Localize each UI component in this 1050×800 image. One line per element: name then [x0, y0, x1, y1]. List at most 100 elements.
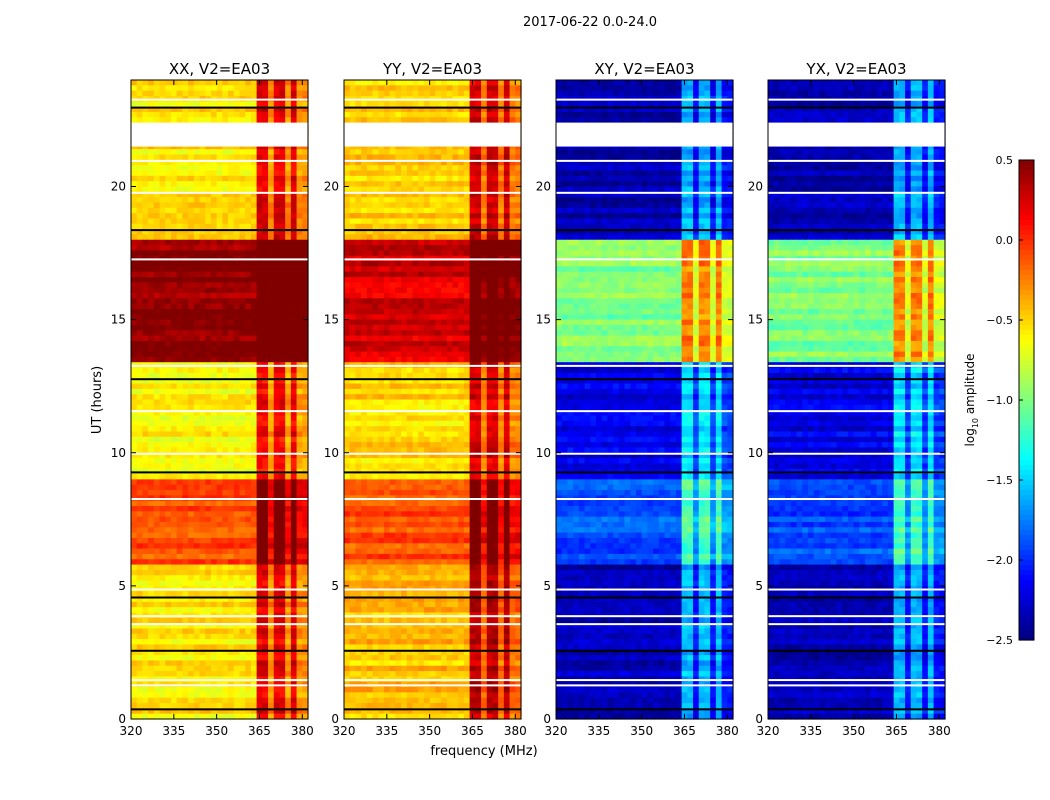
heatmap-cell — [406, 170, 414, 177]
heatmap-cell — [148, 303, 155, 310]
heatmap-cell — [153, 175, 161, 182]
heatmap-cell — [262, 335, 269, 342]
heatmap-cell — [136, 596, 144, 603]
heatmap-cell — [256, 591, 263, 598]
heatmap-cell — [148, 271, 155, 278]
heatmap-cell — [159, 447, 166, 454]
heatmap-cell — [136, 324, 144, 331]
heatmap-cell — [268, 426, 275, 433]
heatmap-cell — [239, 229, 246, 236]
heatmap-cell — [159, 703, 166, 709]
heatmap-cell — [182, 367, 189, 374]
heatmap-cell — [418, 266, 425, 273]
heatmap-cell — [296, 553, 303, 560]
heatmap-cell — [361, 234, 368, 241]
heatmap-cell — [463, 213, 471, 220]
heatmap-cell — [429, 149, 436, 156]
heatmap-cell — [233, 367, 241, 374]
heatmap-cell — [233, 431, 241, 438]
heatmap-cell — [199, 378, 206, 385]
heatmap-cell — [216, 340, 223, 347]
heatmap-cell — [142, 287, 149, 294]
figure-suptitle: 2017-06-22 0.0-24.0 — [523, 15, 657, 30]
heatmap-cell — [228, 335, 235, 342]
heatmap-cell — [176, 479, 183, 486]
heatmap-cell — [188, 186, 195, 193]
heatmap-cell — [210, 287, 218, 294]
heatmap-cell — [256, 532, 263, 539]
heatmap-cell — [463, 250, 471, 257]
heatmap-cell — [222, 303, 229, 310]
heatmap-cell — [131, 601, 138, 608]
heatmap-cell — [250, 431, 258, 438]
heatmap-cell — [349, 106, 357, 113]
heatmap-cell — [262, 474, 269, 480]
heatmap-cell — [153, 660, 161, 667]
heatmap-cell — [344, 117, 351, 124]
heatmap-cell — [233, 655, 241, 662]
heatmap-cell — [165, 266, 172, 273]
heatmap-cell — [199, 330, 206, 337]
heatmap-cell — [148, 458, 155, 464]
heatmap-cell — [182, 639, 189, 646]
heatmap-cell — [492, 282, 499, 289]
heatmap-cell — [423, 117, 431, 124]
heatmap-cell — [170, 287, 178, 294]
heatmap-cell — [205, 580, 212, 587]
heatmap-cell — [389, 170, 396, 177]
heatmap-cell — [290, 415, 298, 422]
heatmap-cell — [302, 202, 309, 209]
heatmap-cell — [486, 191, 494, 198]
heatmap-cell — [233, 553, 241, 560]
heatmap-cell — [222, 165, 229, 172]
heatmap-cell — [193, 671, 201, 677]
heatmap-cell — [182, 431, 189, 438]
heatmap-cell — [245, 191, 252, 198]
heatmap-cell — [216, 697, 223, 704]
heatmap-cell — [148, 575, 155, 582]
heatmap-cell — [273, 521, 281, 528]
heatmap-cell — [279, 692, 286, 699]
heatmap-cell — [366, 149, 374, 156]
heatmap-cell — [131, 490, 138, 496]
heatmap-cell — [210, 175, 218, 182]
heatmap-cell — [193, 277, 201, 283]
heatmap-cell — [182, 223, 189, 230]
heatmap-cell — [256, 287, 263, 294]
heatmap-cell — [366, 186, 374, 193]
heatmap-cell — [216, 388, 223, 395]
heatmap-cell — [262, 660, 269, 667]
heatmap-cell — [153, 340, 161, 347]
heatmap-cell — [165, 639, 172, 646]
heatmap-cell — [222, 277, 229, 283]
heatmap-cell — [378, 266, 385, 273]
heatmap-cell — [366, 80, 374, 86]
heatmap-cell — [383, 218, 391, 225]
heatmap-cell — [418, 143, 425, 150]
heatmap-cell — [273, 569, 281, 576]
heatmap-cell — [153, 617, 161, 624]
heatmap-cell — [148, 186, 155, 193]
heatmap-cell — [170, 420, 178, 427]
heatmap-cell — [159, 596, 166, 603]
heatmap-cell — [361, 207, 368, 214]
heatmap-cell — [262, 191, 269, 198]
heatmap-cell — [503, 229, 511, 236]
heatmap-cell — [142, 660, 149, 667]
heatmap-cell — [503, 223, 511, 230]
heatmap-cell — [290, 319, 298, 326]
heatmap-cell — [199, 143, 206, 150]
heatmap-cell — [182, 420, 189, 427]
heatmap-cell — [170, 324, 178, 331]
heatmap-cell — [509, 223, 516, 230]
heatmap-cell — [165, 335, 172, 342]
heatmap-cell — [279, 372, 286, 379]
heatmap-cell — [458, 170, 465, 177]
heatmap-cell — [250, 159, 258, 166]
heatmap-cell — [165, 159, 172, 166]
heatmap-cell — [296, 101, 303, 108]
heatmap-cell — [188, 303, 195, 310]
heatmap-cell — [239, 181, 246, 188]
heatmap-cell — [279, 665, 286, 672]
heatmap-cell — [205, 708, 212, 715]
